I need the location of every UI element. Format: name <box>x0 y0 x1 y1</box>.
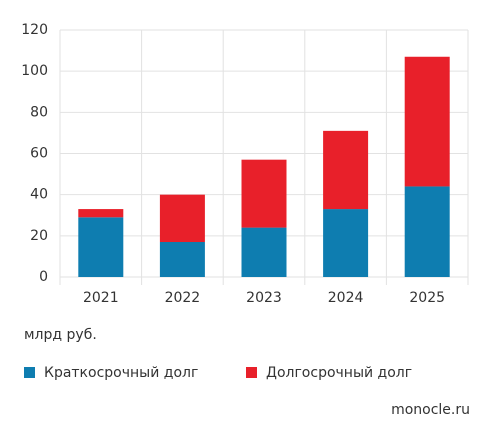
legend-label: Краткосрочный долг <box>44 365 198 381</box>
bar-segment <box>323 209 369 277</box>
bar-segment <box>78 217 124 277</box>
bar-segment <box>404 186 450 277</box>
bar-segment <box>241 227 287 277</box>
y-tick-label: 20 <box>30 228 48 244</box>
bar-segment <box>78 209 124 218</box>
x-tick-label: 2023 <box>246 290 282 306</box>
y-tick-label: 120 <box>21 22 48 38</box>
y-tick-label: 60 <box>30 146 48 162</box>
x-tick-label: 2025 <box>409 290 445 306</box>
bar-segment <box>323 130 369 210</box>
x-tick-label: 2024 <box>328 290 364 306</box>
y-tick-label: 40 <box>30 187 48 203</box>
bar-segment <box>159 242 205 277</box>
legend-swatch <box>246 367 257 378</box>
bar-segment <box>241 159 287 228</box>
x-tick-label: 2022 <box>165 290 201 306</box>
y-tick-label: 100 <box>21 63 48 79</box>
x-tick-label: 2021 <box>83 290 119 306</box>
source: monocle.ru <box>391 402 470 418</box>
bar-segment <box>159 194 205 243</box>
y-unit-label: млрд руб. <box>24 327 97 343</box>
y-tick-label: 80 <box>30 104 48 120</box>
legend-swatch <box>24 367 35 378</box>
legend-label: Долгосрочный долг <box>266 365 412 381</box>
y-tick-label: 0 <box>39 269 48 285</box>
bar-segment <box>404 56 450 187</box>
